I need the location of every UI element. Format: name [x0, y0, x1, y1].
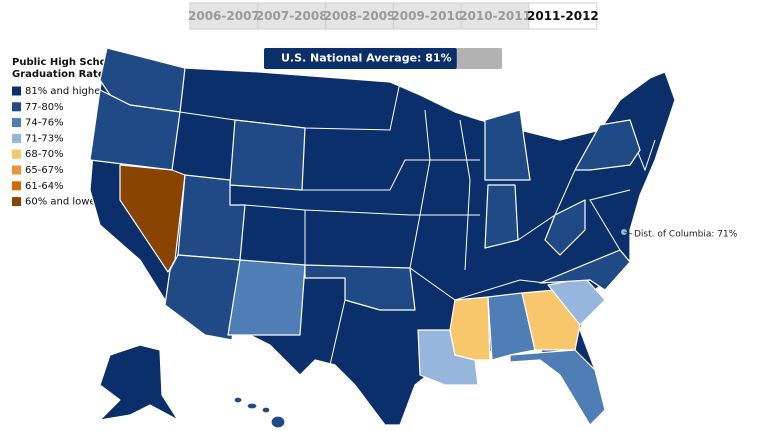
legend-label: 74-76%	[25, 118, 64, 129]
year-tab[interactable]	[528, 2, 598, 30]
legend-swatch	[12, 149, 21, 159]
year-tab-label[interactable]: 2006-2007	[188, 9, 260, 23]
year-tab-label[interactable]: 2010-2011	[459, 9, 531, 23]
state[interactable]	[544, 199, 586, 256]
legend-title: Public High School	[12, 57, 117, 68]
us-map: Dist. of Columbia: 71%	[89, 47, 738, 429]
year-tab[interactable]	[460, 2, 530, 30]
legend-title: Graduation Rate	[12, 69, 105, 80]
year-tabs: 2006-20072007-20082008-20092009-20102010…	[188, 2, 599, 30]
legend-label: 71-73%	[25, 133, 64, 144]
year-tab[interactable]	[257, 2, 327, 30]
legend-swatch	[12, 133, 21, 143]
island[interactable]	[270, 415, 286, 429]
year-tab[interactable]	[325, 2, 394, 30]
island[interactable]	[233, 396, 243, 404]
legend-swatch	[12, 197, 21, 207]
state[interactable]	[484, 184, 519, 249]
year-tab-label[interactable]: 2007-2008	[256, 9, 328, 23]
average-bar	[264, 48, 457, 69]
legend-swatch	[12, 86, 21, 96]
state[interactable]	[487, 292, 536, 361]
state[interactable]	[304, 264, 416, 311]
state[interactable]	[227, 259, 306, 336]
annotation: Dist. of Columbia: 71%	[634, 230, 738, 240]
annotation-pointer	[623, 231, 633, 235]
legend-label: 61-64%	[25, 181, 64, 192]
legend-label: 81% and higher	[25, 86, 105, 97]
year-tab-label[interactable]: 2011-2012	[527, 9, 599, 23]
year-tab-label[interactable]: 2008-2009	[324, 9, 396, 23]
island[interactable]	[261, 406, 271, 414]
state[interactable]	[484, 109, 531, 181]
state[interactable]	[574, 119, 641, 171]
island[interactable]	[246, 402, 258, 410]
year-tab[interactable]	[189, 2, 259, 30]
state[interactable]	[89, 89, 181, 171]
national-average: U.S. National Average: 81%	[264, 48, 502, 69]
legend-label: 77-80%	[25, 102, 64, 113]
legend-swatch	[12, 165, 21, 175]
legend-label: 68-70%	[25, 149, 64, 160]
legend-swatch	[12, 118, 21, 128]
average-label: U.S. National Average: 81%	[281, 52, 452, 65]
state[interactable]	[539, 249, 631, 291]
year-tab-label[interactable]: 2009-2010	[391, 9, 463, 23]
legend-label: 65-67%	[25, 165, 64, 176]
state-borders	[179, 81, 656, 366]
legend-label: 60% and lower	[25, 197, 101, 208]
legend-swatch	[12, 102, 21, 112]
state[interactable]	[99, 344, 179, 421]
hawaii	[233, 396, 286, 429]
state[interactable]	[449, 296, 491, 361]
state[interactable]	[229, 119, 306, 191]
legend-swatch	[12, 181, 21, 191]
state[interactable]	[509, 349, 606, 426]
